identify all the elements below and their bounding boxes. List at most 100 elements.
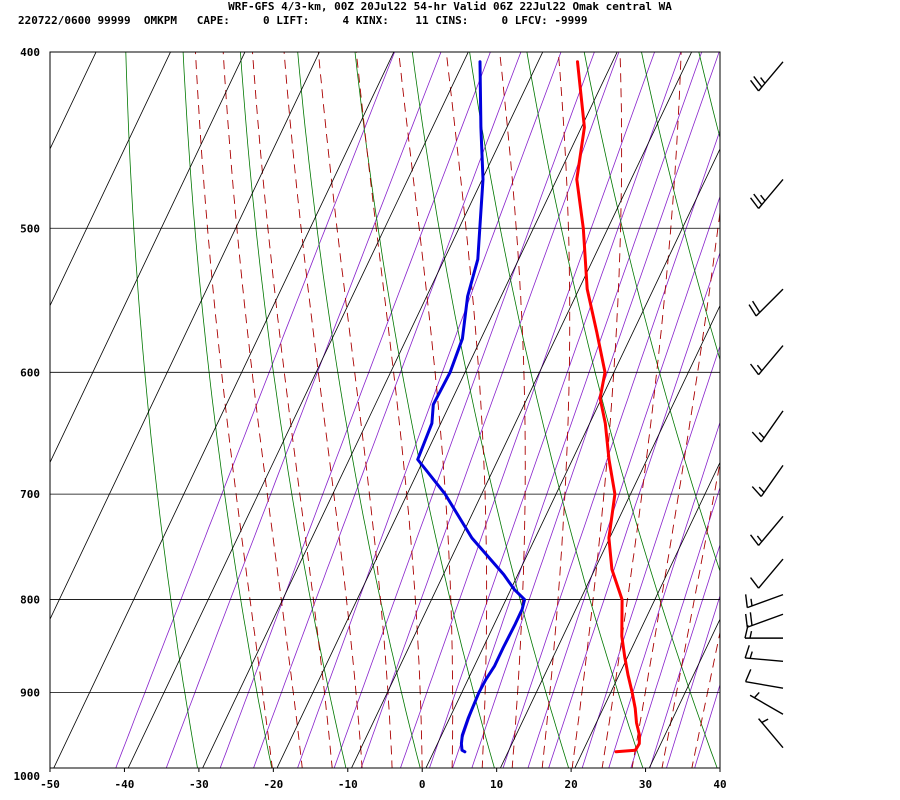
wind-barb [749, 515, 784, 546]
isotherm-line [53, 52, 395, 768]
x-tick-label: -30 [189, 778, 209, 791]
wind-barb-half-flag [749, 630, 753, 639]
y-tick-label: 800 [20, 594, 40, 607]
temperature-trace [575, 60, 641, 754]
isotherm-line [276, 52, 618, 768]
wind-barb-full-flag [749, 197, 760, 209]
x-tick-label: 20 [564, 778, 577, 791]
dry-adiabat-line [411, 52, 570, 768]
mixing-ratio-line [115, 52, 396, 768]
mixing-ratio-line [581, 344, 720, 768]
x-tick-label: 40 [713, 778, 726, 791]
isotherm-line [702, 11, 900, 800]
mixing-ratio-line [694, 683, 720, 768]
mixing-ratio-line [219, 52, 491, 768]
plot-frame [49, 51, 721, 769]
wind-barb [744, 593, 784, 609]
plot-background [50, 52, 720, 768]
wind-barb-staff [747, 613, 784, 628]
mixing-ratio-line [165, 52, 442, 768]
sounding-traces [416, 60, 641, 754]
dry-adiabat-line [354, 52, 495, 768]
moist-adiabat-line [195, 52, 273, 768]
wind-barb [749, 61, 784, 92]
wind-barb-half-flag [758, 486, 765, 493]
moist-adiabat-line [712, 12, 889, 800]
x-tick-label: -10 [338, 778, 358, 791]
dry-adiabat-line [859, 12, 900, 800]
mixing-ratio-line [253, 52, 522, 768]
y-tick-label: 700 [20, 488, 40, 501]
mixing-ratio-line [400, 52, 656, 768]
mixing-ratio-line [548, 251, 720, 768]
wind-barb [749, 178, 784, 209]
wind-barb [758, 718, 784, 749]
wind-barb-half-flag [758, 432, 765, 439]
dry-adiabat-line [182, 52, 273, 768]
dry-adiabat-line [698, 52, 720, 140]
y-tick-label: 400 [20, 46, 40, 59]
wind-barb-full-flag [748, 304, 757, 317]
chart-header: WRF-GFS 4/3-km, 00Z 20Jul22 54-hr Valid … [0, 0, 900, 30]
moist-adiabat-line [355, 52, 423, 768]
x-tick-label: 0 [419, 778, 426, 791]
x-tick-label: -50 [40, 778, 60, 791]
wind-barb-full-flag [749, 534, 760, 546]
y-tick-label: 1000 [14, 770, 41, 783]
wind-barb-half-flag [760, 194, 766, 202]
wind-barb-full-flag [744, 645, 750, 659]
wind-barb-full-flag [749, 612, 753, 626]
wind-barb-staff [758, 345, 784, 376]
mixing-ratio-line [649, 543, 720, 768]
isotherm-line [50, 52, 320, 621]
wind-barb [748, 288, 784, 317]
wind-barb-staff [758, 718, 784, 749]
wind-barb [744, 669, 784, 689]
moist-adiabat-line [601, 52, 682, 768]
isotherm-line [50, 52, 171, 307]
wind-barb-staff [758, 558, 784, 589]
wind-barb-staff [758, 61, 784, 92]
mixing-ratio-line [360, 52, 620, 768]
wind-barb-half-flag [753, 691, 760, 699]
moist-adiabat-line [252, 52, 333, 768]
wind-barb-full-flag [751, 486, 762, 497]
moist-adiabat-line [661, 460, 720, 768]
wind-barb [751, 464, 784, 497]
dry-adiabat-line [802, 12, 900, 800]
dry-adiabat-line [746, 12, 900, 800]
wind-barb-full-flag [744, 624, 749, 639]
wind-barb-staff [745, 680, 784, 689]
wind-barb-staff [745, 657, 784, 662]
wind-barb-half-flag [750, 598, 753, 607]
mixing-ratio-line [297, 52, 562, 768]
wind-barb-staff [758, 515, 784, 546]
wind-barb [744, 645, 784, 662]
wind-barb-staff [749, 694, 784, 715]
isotherm-line [50, 52, 246, 464]
y-tick-label: 500 [20, 222, 40, 235]
moist-adiabat-line [283, 52, 363, 768]
moist-adiabat-line [541, 52, 571, 768]
wind-barb-staff [760, 410, 784, 443]
x-tick-label: 30 [639, 778, 652, 791]
wind-barb-full-flag [744, 669, 752, 682]
mixing-ratio-line [429, 52, 682, 768]
dry-adiabat-line [583, 52, 720, 573]
dry-adiabat-line [526, 52, 718, 768]
wind-barb [749, 558, 784, 589]
mixing-ratio-line [333, 52, 595, 768]
isotherm-line [0, 11, 41, 800]
mixing-ratio-line [608, 421, 720, 768]
mixing-ratio-line [502, 129, 720, 768]
wind-barb-staff [760, 464, 784, 497]
isotherm-line [425, 148, 720, 768]
wind-barbs [744, 61, 784, 749]
dry-adiabat-line [469, 52, 644, 768]
wind-barb-staff [755, 288, 784, 317]
wind-barb-full-flag [753, 76, 763, 88]
isotherm-line [127, 52, 469, 768]
isotherm-line [499, 304, 720, 768]
wind-barb-full-flag [744, 613, 748, 628]
